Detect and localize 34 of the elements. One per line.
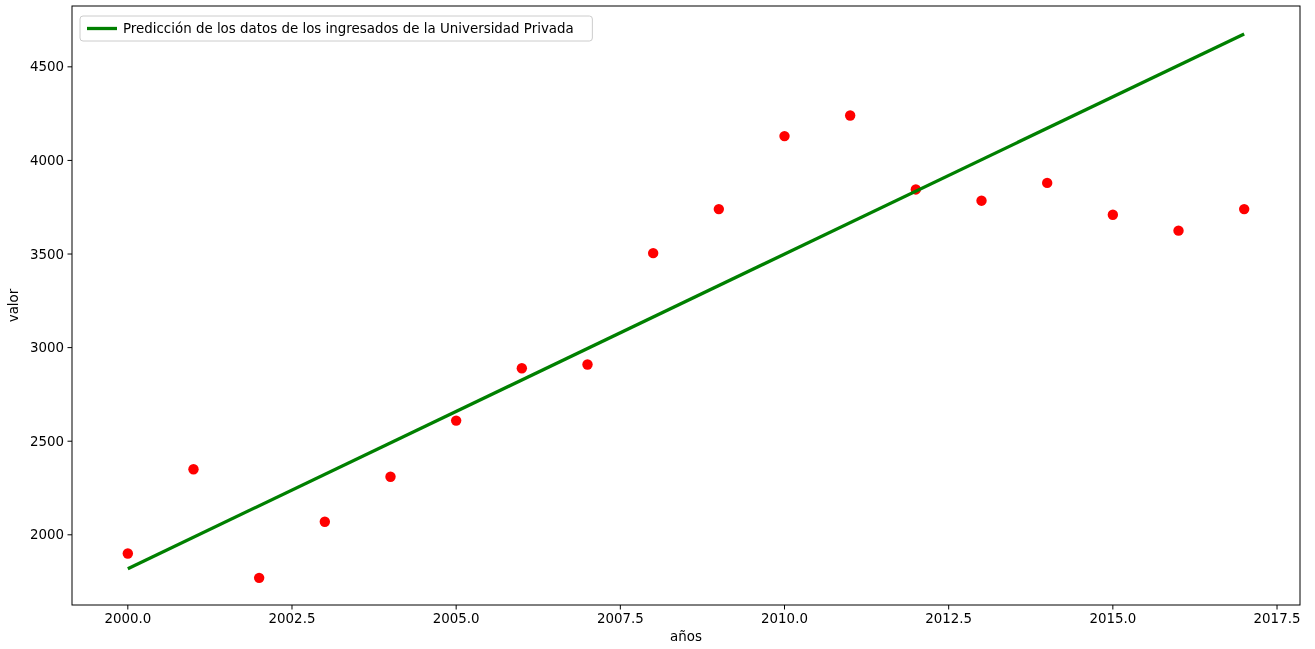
x-tick-label: 2012.5 [925,610,973,626]
point [647,247,659,259]
x-tick-label: 2017.5 [1253,610,1301,626]
point [516,363,528,374]
y-tick-label: 4500 [29,59,64,75]
y-tick-label: 2000 [29,527,64,543]
point [450,415,462,426]
point [122,548,134,559]
point [1041,177,1053,189]
point [1173,225,1184,236]
point [385,471,396,482]
x-tick-label: 2002.5 [268,610,316,626]
y-tick-label: 4000 [29,152,64,168]
point [253,572,265,584]
y-tick-label: 3500 [29,246,64,262]
x-tick-label: 2005.0 [432,610,480,626]
point [1238,203,1250,215]
y-tick-label: 3000 [29,340,64,356]
x-axis-title: años [670,629,702,644]
y-tick-label: 2500 [29,433,64,449]
point [582,359,593,370]
x-tick-label: 2010.0 [761,610,808,626]
point [976,195,987,206]
legend-label: Predicción de los datos de los ingresados de la Universidad Privada [123,21,574,36]
point [779,130,790,142]
y-axis-title: valor [6,288,21,323]
point [713,203,725,215]
point [844,110,856,121]
point [319,516,331,527]
x-tick-label: 2000.0 [104,610,152,626]
point [188,464,199,475]
point [1107,209,1119,220]
x-tick-label: 2015.0 [1089,610,1137,626]
x-tick-label: 2007.5 [596,610,644,626]
